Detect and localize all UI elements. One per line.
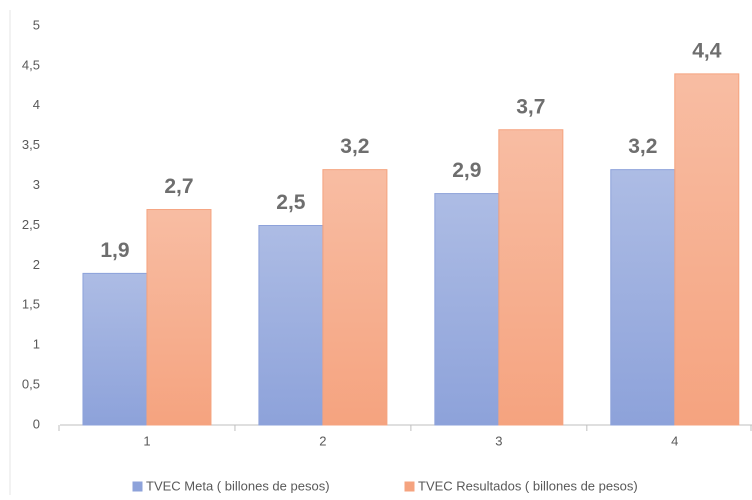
- legend-swatch: [132, 481, 143, 492]
- legend-label: TVEC Meta ( billones de pesos): [146, 478, 330, 493]
- bar: [322, 169, 388, 426]
- y-tick-label: 5: [33, 17, 40, 32]
- y-tick-label: 1: [33, 337, 40, 352]
- bar: [434, 193, 500, 426]
- value-label: 1,9: [100, 239, 129, 262]
- value-label: 3,7: [516, 95, 545, 118]
- value-label: 4,4: [692, 39, 722, 62]
- y-tick-label: 3,5: [22, 137, 40, 152]
- x-tick-label: 1: [143, 433, 150, 448]
- bar: [258, 225, 324, 426]
- y-tick-label: 0,5: [22, 377, 40, 392]
- value-label: 3,2: [628, 135, 657, 158]
- y-tick-label: 4: [33, 97, 40, 112]
- y-tick-label: 2: [33, 257, 40, 272]
- bar: [610, 169, 676, 426]
- y-tick-label: 2,5: [22, 217, 40, 232]
- value-label: 3,2: [340, 135, 369, 158]
- bar: [146, 209, 212, 426]
- x-tick-label: 2: [319, 433, 326, 448]
- bar: [498, 129, 564, 426]
- y-tick-label: 4,5: [22, 57, 40, 72]
- value-label: 2,7: [164, 175, 193, 198]
- y-tick-label: 3: [33, 177, 40, 192]
- x-tick-label: 4: [671, 433, 678, 448]
- legend-label: TVEC Resultados ( billones de pesos): [418, 478, 638, 493]
- value-label: 2,5: [276, 191, 306, 214]
- legend-swatch: [404, 481, 415, 492]
- bar: [82, 272, 148, 426]
- bar: [674, 73, 740, 426]
- value-label: 2,9: [452, 159, 481, 182]
- x-tick-label: 3: [495, 433, 502, 448]
- y-tick-label: 0: [33, 416, 40, 431]
- y-tick-label: 1,5: [22, 297, 40, 312]
